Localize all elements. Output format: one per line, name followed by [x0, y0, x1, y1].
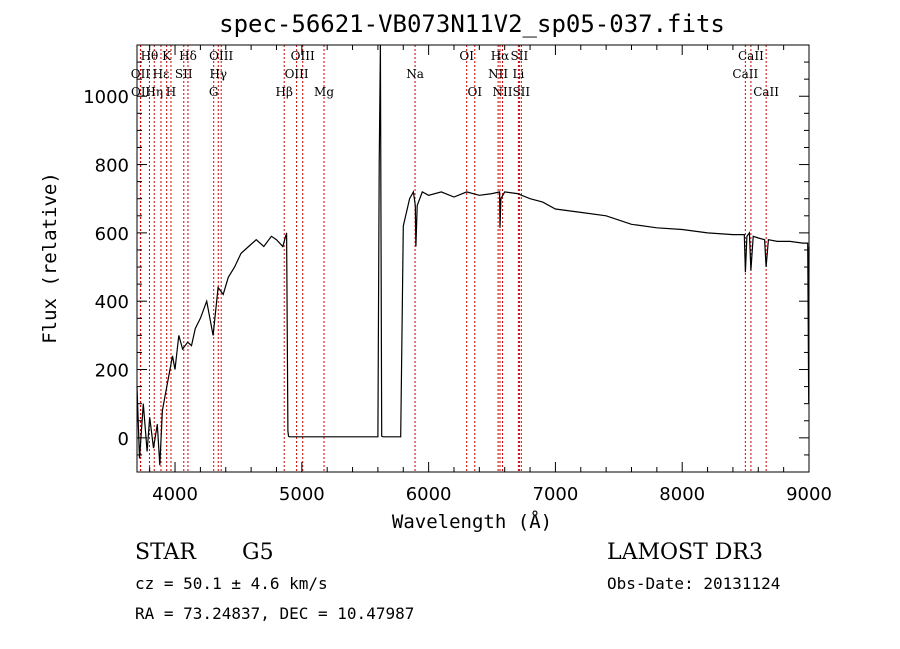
x-tick-label: 7000	[533, 484, 579, 505]
spectral-line-label: G	[209, 85, 219, 99]
x-axis-label: Wavelength (Å)	[392, 510, 552, 533]
spectral-line-label: Mg	[314, 85, 334, 99]
sky-coordinates: RA = 73.24837, DEC = 10.47987	[135, 604, 414, 623]
spectral-line-label: OIII	[285, 67, 309, 81]
survey-name: LAMOST DR3	[607, 540, 763, 565]
spectral-line-label: SII	[175, 67, 193, 81]
x-tick-label: 8000	[659, 484, 705, 505]
spectral-line-label: Hγ	[209, 67, 227, 81]
y-axis-label: Flux (relative)	[39, 172, 61, 344]
spectral-line-markers	[139, 45, 767, 472]
spectral-line-label: OII	[131, 85, 151, 99]
spectral-line-label: SII	[512, 85, 530, 99]
spectral-subclass: G5	[242, 540, 274, 565]
plot-frame	[136, 44, 810, 473]
x-tick-label: 5000	[279, 484, 325, 505]
spectral-line-label: CaII	[732, 67, 758, 81]
y-tick-label: 1000	[83, 87, 129, 108]
chart-title: spec-56621-VB073N11V2_sp05-037.fits	[219, 10, 725, 38]
spectral-line-label: H	[166, 85, 176, 99]
y-tick-label: 0	[118, 429, 129, 450]
x-axis-ticks: 4000 5000 6000 7000 8000 9000	[149, 45, 832, 505]
spectral-line-label: OII	[131, 67, 151, 81]
spectral-line-label: OIII	[291, 49, 315, 63]
spectral-line-label: Hβ	[276, 85, 293, 99]
y-tick-label: 200	[95, 361, 129, 382]
x-tick-label: 6000	[406, 484, 452, 505]
spectral-line-label: Hη	[145, 85, 163, 99]
y-tick-label: 600	[95, 224, 129, 245]
x-tick-label: 4000	[152, 484, 198, 505]
spectral-line-label: OI	[467, 85, 482, 99]
observation-date: Obs-Date: 20131124	[607, 574, 780, 593]
spectral-line-label: K	[162, 49, 172, 63]
spectral-line-label: SII	[511, 49, 529, 63]
x-tick-label: 9000	[786, 484, 832, 505]
y-tick-label: 800	[95, 156, 129, 177]
y-tick-label: 400	[95, 292, 129, 313]
spectral-line-label: Hα	[491, 49, 510, 63]
spectral-line-label: OI	[459, 49, 474, 63]
spectral-line-label: Hε	[153, 67, 170, 81]
spectral-line-label: CaII	[753, 85, 779, 99]
spectral-line-label: Hδ	[179, 49, 197, 63]
object-class: STAR	[135, 540, 197, 565]
spectral-line-label: NII	[488, 67, 508, 81]
spectral-line-label: Li	[512, 67, 524, 81]
y-axis-ticks: 0 200 400 600 800 1000	[83, 61, 809, 456]
redshift-value: cz = 50.1 ± 4.6 km/s	[135, 574, 328, 593]
spectral-line-label: Hθ	[141, 49, 159, 63]
spectral-line-label: Na	[406, 67, 424, 81]
spectrum-line	[136, 44, 810, 466]
spectral-line-label: OIII	[209, 49, 233, 63]
spectral-line-label: CaII	[738, 49, 764, 63]
spectral-line-label: NII	[493, 85, 513, 99]
